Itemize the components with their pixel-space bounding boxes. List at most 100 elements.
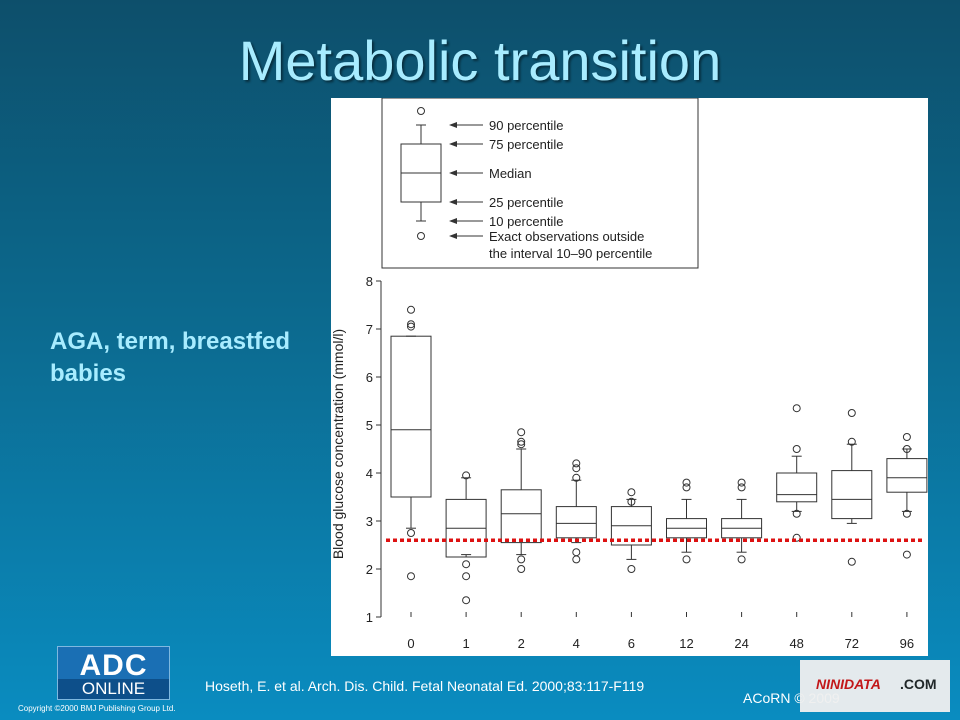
y-tick-label: 4 — [366, 466, 373, 481]
outlier-point — [517, 428, 526, 437]
online-logo-text: ONLINE — [58, 679, 169, 699]
outlier-point — [792, 533, 801, 542]
x-tick-label: 2 — [518, 636, 525, 651]
outlier-point — [462, 471, 471, 480]
citation-text: Hoseth, E. et al. Arch. Dis. Child. Feta… — [205, 678, 645, 694]
y-tick-label: 5 — [366, 418, 373, 433]
outlier-point — [517, 440, 526, 449]
box-iqr — [390, 335, 432, 498]
x-tick-label: 96 — [900, 636, 914, 651]
outlier-point — [572, 473, 581, 482]
outlier-point — [627, 488, 636, 497]
box-48 — [776, 404, 818, 542]
outlier-point — [902, 433, 911, 441]
legend-arrow-head — [449, 170, 457, 176]
legend-outlier-top — [417, 107, 425, 115]
outlier-point — [682, 478, 691, 487]
outlier-point — [792, 509, 801, 518]
box-iqr — [555, 506, 597, 539]
box-2 — [500, 428, 542, 573]
outlier-point — [407, 320, 415, 329]
adc-logo-text: ADC — [79, 649, 148, 682]
y-tick-label: 6 — [366, 370, 373, 385]
box-24 — [721, 478, 763, 564]
slide-subtitle: AGA, term, breastfed babies — [50, 328, 291, 387]
legend-arrow-head — [449, 122, 457, 128]
x-tick-label: 4 — [573, 636, 580, 651]
x-tick-label: 72 — [845, 636, 859, 651]
chart-panel: 1 2 3 4 5 6 7 8 Blood glucose concentration (mmo… — [331, 98, 928, 656]
ninidata-domain: .COM — [900, 676, 937, 692]
outlier-point — [792, 445, 801, 453]
legend-arrow-head — [449, 233, 457, 239]
legend-entry: 90 percentile — [489, 118, 563, 133]
legend-entry: the interval 10–90 percentile — [489, 246, 652, 261]
outlier-point — [737, 555, 746, 564]
outlier-point — [847, 409, 856, 417]
box-4 — [555, 459, 597, 564]
outlier-point — [572, 459, 581, 468]
box-iqr — [500, 489, 542, 544]
outlier-point — [517, 565, 526, 573]
outlier-point — [462, 560, 471, 569]
outlier-point — [682, 483, 691, 492]
y-axis-label: Blood glucose concentration (mmol/l) — [331, 329, 346, 559]
ninidata-watermark: NINIDATA .COM — [800, 660, 950, 712]
legend-arrow-head — [449, 199, 457, 205]
box-1 — [445, 471, 487, 605]
slide-title: Metabolic transition — [238, 29, 722, 92]
box-72 — [831, 409, 873, 566]
outlier-point — [902, 445, 911, 453]
outlier-point — [682, 555, 691, 564]
box-96 — [886, 433, 928, 559]
x-tick-label: 48 — [789, 636, 803, 651]
x-tick-label: 12 — [679, 636, 693, 651]
legend-outlier-bottom — [417, 232, 425, 240]
legend-arrow-head — [449, 141, 457, 147]
box-6 — [610, 488, 652, 573]
box-iqr — [831, 470, 873, 520]
outlier-point — [462, 596, 471, 605]
y-tick-label: 1 — [366, 610, 373, 625]
legend-entry: Exact observations outside — [489, 229, 644, 244]
y-tick-label: 3 — [366, 514, 373, 529]
outlier-point — [737, 478, 746, 487]
adc-online-logo: ADC ONLINE — [57, 646, 170, 700]
outlier-point — [517, 555, 526, 564]
y-tick-label: 7 — [366, 322, 373, 337]
outlier-point — [902, 509, 911, 518]
y-tick-label: 2 — [366, 562, 373, 577]
legend-frame — [381, 98, 699, 269]
legend-entry: 25 percentile — [489, 195, 563, 210]
box-12 — [666, 478, 707, 564]
box-iqr — [776, 472, 818, 503]
legend-arrow-head — [449, 218, 457, 224]
outlier-point — [737, 483, 746, 492]
x-tick-label: 1 — [462, 636, 469, 651]
legend: 90 percentile 75 percentile Median 25 perce… — [381, 98, 699, 269]
outlier-point — [847, 437, 856, 446]
ninidata-brand: NINIDATA — [816, 676, 881, 692]
x-tick-label: 0 — [407, 636, 414, 651]
outlier-point — [572, 464, 581, 473]
outlier-point — [792, 404, 801, 413]
y-tick-label: 8 — [366, 274, 373, 289]
outlier-point — [517, 437, 526, 446]
outlier-point — [462, 572, 471, 581]
outlier-point — [407, 322, 415, 331]
outlier-point — [627, 497, 636, 506]
legend-entry: Median — [489, 166, 532, 181]
outlier-point — [407, 529, 415, 537]
copyright-text: Copyright ©2000 BMJ Publishing Group Ltd… — [18, 704, 176, 713]
outlier-point — [407, 305, 415, 314]
outlier-point — [847, 557, 856, 566]
outlier-point — [627, 565, 636, 573]
box-iqr — [886, 458, 928, 493]
outlier-point — [572, 548, 581, 557]
x-tick-label: 6 — [628, 636, 635, 651]
box-0 — [390, 305, 432, 581]
outlier-point — [572, 555, 581, 564]
legend-entry: 75 percentile — [489, 137, 563, 152]
legend-entry: 10 percentile — [489, 214, 563, 229]
